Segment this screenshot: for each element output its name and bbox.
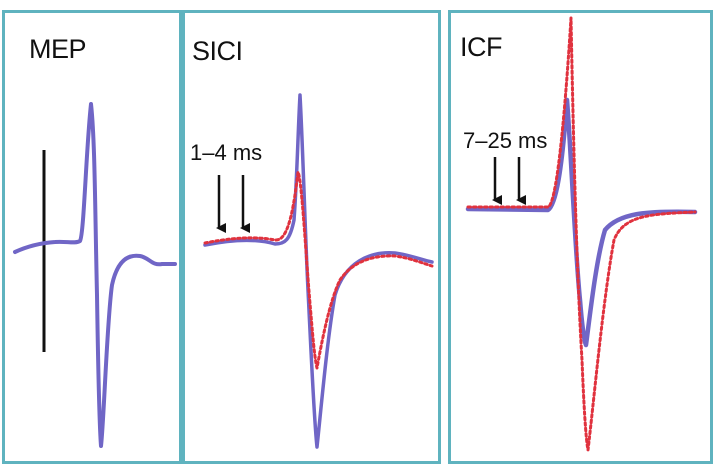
mep-label: MEP bbox=[29, 34, 87, 64]
icf-label: ICF bbox=[460, 32, 503, 62]
icf-panel bbox=[448, 10, 713, 464]
mep-panel bbox=[2, 10, 182, 464]
sici-conditioned-trace bbox=[203, 170, 434, 370]
icf-interval-label: 7–25 ms bbox=[463, 128, 548, 153]
mep-control-trace bbox=[13, 102, 177, 448]
sici-label: SICI bbox=[192, 36, 243, 66]
icf-conditioned-trace bbox=[466, 16, 697, 452]
sici-interval-label: 1–4 ms bbox=[190, 140, 263, 165]
